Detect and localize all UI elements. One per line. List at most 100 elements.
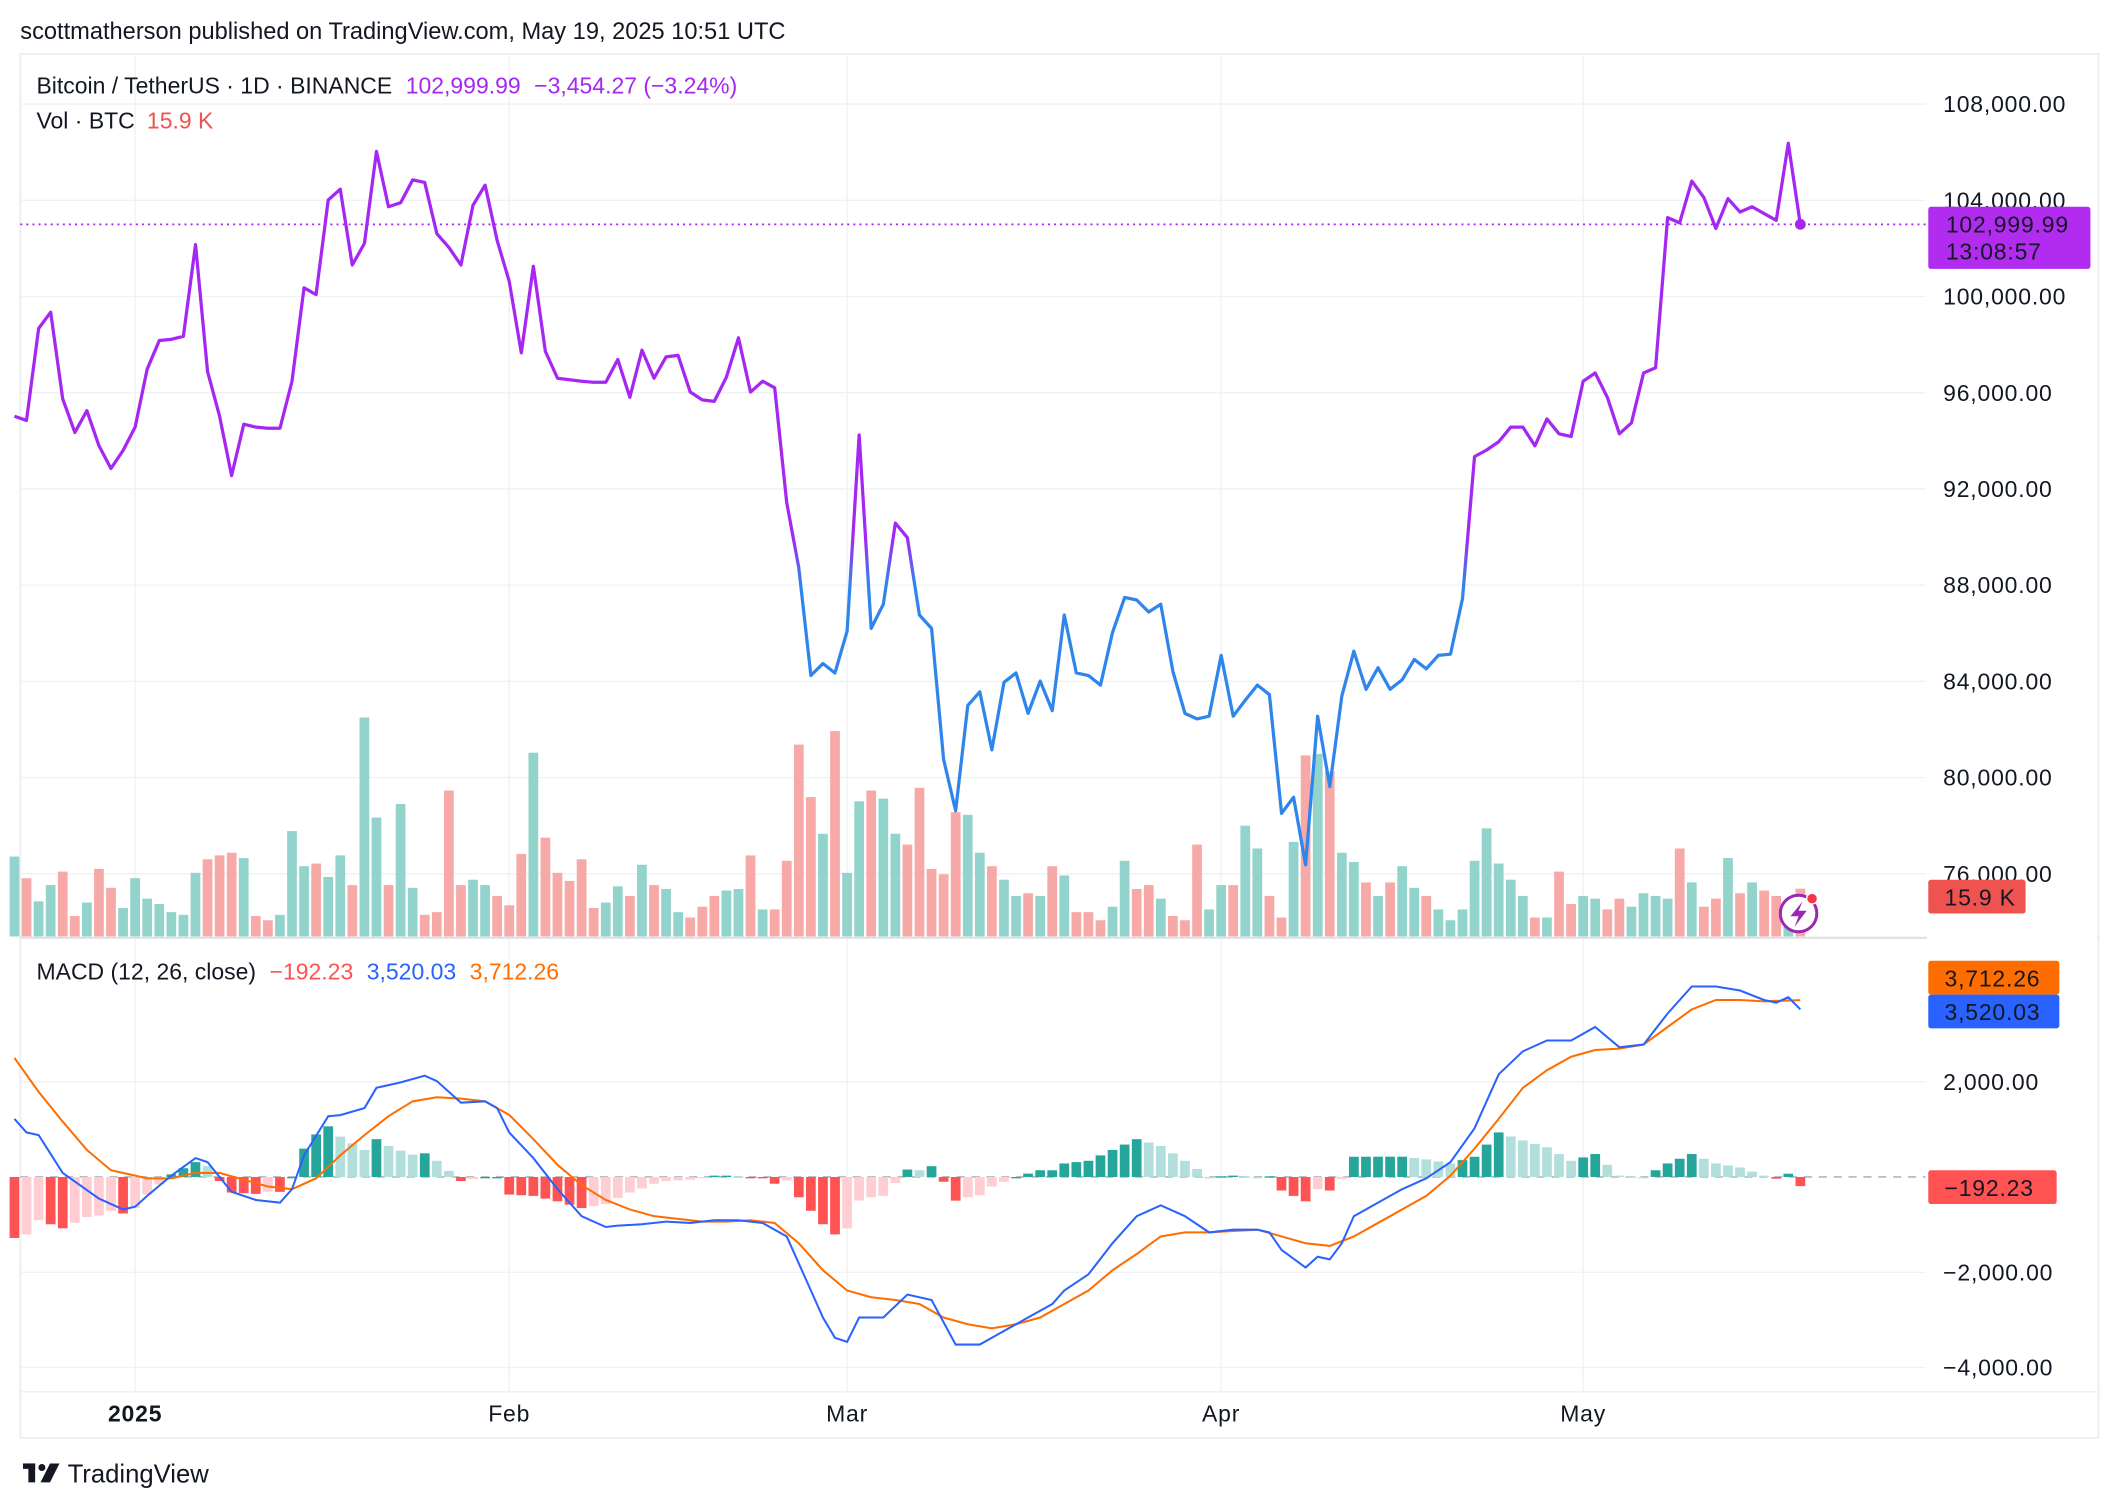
histogram-bar	[1566, 1160, 1576, 1177]
volume-bar	[842, 872, 852, 937]
histogram-bar	[1614, 1175, 1625, 1177]
volume-bar	[21, 878, 32, 937]
histogram-bar	[202, 1166, 213, 1177]
histogram-bar	[1602, 1164, 1613, 1177]
volume-bar	[1324, 771, 1335, 937]
histogram-bar	[974, 1176, 985, 1196]
volume-bar	[456, 885, 466, 937]
histogram-bar	[1626, 1176, 1637, 1178]
time-tick-label: Feb	[488, 1401, 530, 1427]
volume-bar	[9, 856, 20, 937]
volume-bar	[1735, 893, 1745, 937]
volume-legend[interactable]: Vol · BTC 15.9 K	[36, 107, 214, 133]
histogram-bar	[359, 1149, 370, 1177]
price-tick-label: 108,000.00	[1943, 91, 2066, 117]
histogram-bar	[371, 1139, 382, 1177]
histogram-bar	[1288, 1176, 1299, 1196]
volume-bar	[69, 916, 80, 937]
histogram-bar	[1493, 1132, 1504, 1177]
volume-bar	[757, 909, 768, 937]
histogram-bar	[9, 1176, 20, 1238]
volume-bar	[1083, 912, 1094, 937]
volume-bar	[1554, 871, 1564, 937]
price-axis-bg[interactable]	[1926, 55, 2098, 1391]
volume-bar	[45, 885, 56, 937]
volume-bar	[407, 887, 418, 937]
volume-bar	[1047, 866, 1058, 937]
histogram-bar	[793, 1176, 804, 1198]
histogram-bar	[1192, 1168, 1202, 1177]
macd-histogram	[9, 1126, 1806, 1238]
histogram-bar	[854, 1176, 865, 1201]
histogram-bar	[1264, 1176, 1275, 1178]
histogram-bar	[938, 1176, 949, 1182]
volume-bar	[323, 877, 334, 937]
volume-bar	[697, 906, 708, 937]
volume-bar	[625, 895, 635, 937]
histogram-bar	[250, 1176, 261, 1194]
histogram-bar	[528, 1176, 539, 1196]
volume-bar	[1023, 893, 1033, 937]
lightning-icon[interactable]	[1778, 892, 1819, 934]
histogram-bar	[456, 1176, 466, 1182]
time-tick-label: May	[1560, 1401, 1606, 1427]
volume-bar	[166, 912, 177, 937]
volume-bar	[745, 855, 756, 937]
histogram-bar	[999, 1176, 1009, 1182]
volume-bar	[1566, 904, 1576, 937]
histogram-bar	[878, 1176, 889, 1196]
volume-bar	[588, 907, 599, 937]
histogram-bar	[347, 1143, 358, 1177]
histogram-bar	[637, 1176, 647, 1189]
macd-tick-label: 2,000.00	[1943, 1069, 2039, 1095]
histogram-bar	[275, 1176, 285, 1192]
volume-bar	[1530, 917, 1540, 937]
volume-bar	[661, 889, 671, 937]
price-tick-label: 92,000.00	[1943, 476, 2052, 502]
volume-bar	[1457, 909, 1468, 937]
volume-bar	[1240, 825, 1251, 937]
tradingview-logo[interactable]: TradingView	[22, 1460, 209, 1488]
histogram-bar	[1783, 1173, 1794, 1177]
histogram-bar	[1143, 1142, 1154, 1177]
volume-bar	[914, 787, 925, 937]
histogram-bar	[1554, 1154, 1564, 1177]
volume-bar	[178, 914, 189, 937]
histogram-bar	[1662, 1163, 1673, 1177]
histogram-bar	[1071, 1162, 1082, 1177]
volume-bar	[1385, 882, 1395, 937]
volume-bar	[1155, 898, 1166, 937]
last-price-dot	[1794, 218, 1806, 230]
histogram-bar	[178, 1168, 189, 1177]
volume-bar	[371, 817, 382, 937]
volume-bar	[275, 914, 285, 937]
volume-bar	[1264, 895, 1275, 937]
volume-bar	[1373, 895, 1383, 937]
histogram-bar	[649, 1176, 659, 1184]
macd-legend[interactable]: MACD (12, 26, close) −192.23 3,520.03 3,712…	[36, 959, 559, 985]
volume-bar	[1349, 861, 1359, 937]
volume-bar	[395, 804, 406, 937]
histogram-bar	[1457, 1160, 1468, 1177]
volume-bar	[33, 901, 44, 937]
volume-bar	[383, 885, 394, 937]
histogram-bar	[709, 1175, 720, 1178]
histogram-bar	[1252, 1176, 1263, 1179]
svg-text:3,520.03: 3,520.03	[1944, 999, 2040, 1025]
svg-text:15.9 K: 15.9 K	[1944, 884, 2015, 910]
symbol-title[interactable]: Bitcoin / TetherUS · 1D · BINANCE 102,999…	[36, 72, 737, 98]
price-legend: Bitcoin / TetherUS · 1D · BINANCE 102,999…	[36, 72, 737, 984]
histogram-bar	[468, 1176, 478, 1180]
histogram-bar	[1035, 1170, 1046, 1177]
macd-legend-hist: −192.23	[270, 959, 354, 985]
price-tick-label: 84,000.00	[1943, 668, 2052, 694]
histogram-bar	[890, 1176, 901, 1184]
histogram-bar	[1216, 1176, 1227, 1178]
time-axis[interactable]: 2025 Feb Mar Apr May	[108, 1401, 1606, 1427]
macd-legend-signal: 3,712.26	[470, 959, 559, 985]
volume-bar	[974, 852, 985, 937]
grid-lines	[20, 55, 1926, 1392]
histogram-bar	[45, 1176, 56, 1225]
histogram-bar	[1204, 1176, 1214, 1179]
volume-bar	[1662, 898, 1673, 937]
